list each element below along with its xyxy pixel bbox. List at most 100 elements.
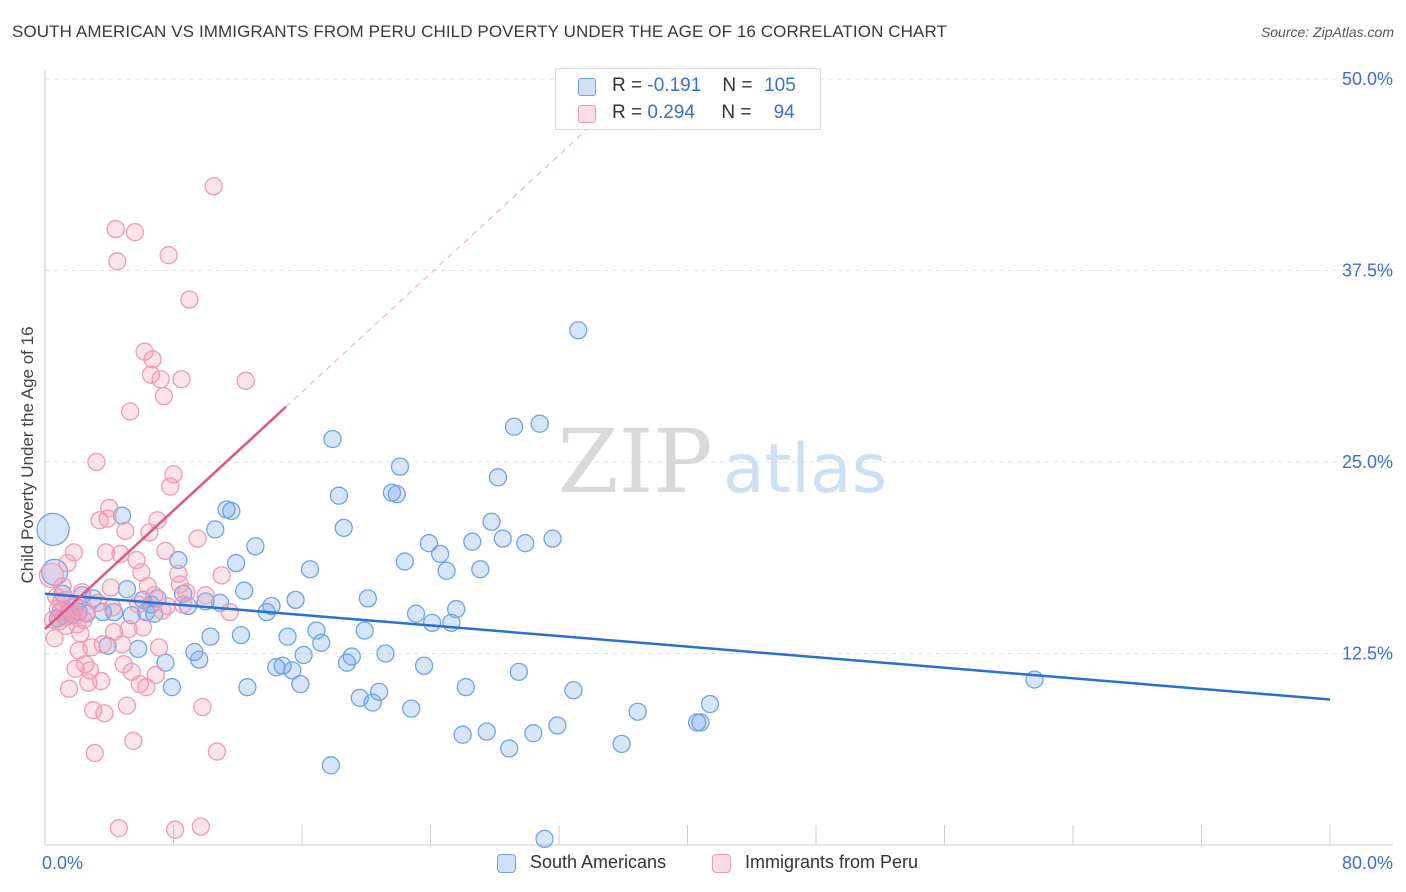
point-south-americans (363, 693, 382, 712)
point-south-americans (238, 678, 257, 697)
point-south-americans (504, 417, 524, 436)
point-immigrants-from-peru (148, 511, 167, 530)
point-immigrants-from-peru (103, 598, 122, 617)
point-immigrants-from-peru (82, 638, 101, 657)
point-immigrants-from-peru (116, 521, 135, 541)
point-south-americans (500, 739, 519, 758)
point-south-americans (329, 486, 349, 505)
point-south-americans (447, 599, 466, 619)
stats-swatch-south-americans (578, 78, 596, 96)
point-south-americans (122, 606, 141, 625)
point-south-americans (312, 633, 331, 652)
point-south-americans (190, 650, 209, 669)
point-south-americans (471, 560, 490, 579)
point-immigrants-from-peru (196, 586, 215, 605)
point-immigrants-from-peru (138, 576, 157, 596)
point-south-americans (569, 321, 588, 340)
point-immigrants-from-peru (125, 223, 145, 242)
point-south-americans (463, 532, 482, 551)
r-label: R = (612, 102, 643, 123)
point-south-americans (406, 604, 426, 623)
point-immigrants-from-peru (191, 817, 210, 836)
point-immigrants-from-peru (76, 655, 95, 674)
x-tick-label: 0.0% (42, 853, 83, 873)
point-immigrants-from-peru (149, 638, 169, 657)
y-tick-label: 37.5% (1342, 261, 1393, 281)
y-tick-label: 25.0% (1342, 452, 1393, 472)
point-immigrants-from-peru (188, 529, 207, 548)
point-south-americans (691, 713, 710, 732)
stats-swatch-immigrants-from-peru (578, 105, 596, 123)
point-south-americans (387, 485, 406, 504)
point-immigrants-from-peru (80, 661, 100, 680)
n-label: N = (722, 75, 753, 96)
y-tick-label: 12.5% (1342, 644, 1393, 664)
trend-extension-immigrants-from-peru (285, 110, 608, 408)
point-south-americans (156, 653, 175, 672)
grid-lines (45, 78, 1393, 654)
point-immigrants-from-peru (106, 219, 125, 239)
point-south-americans (422, 613, 442, 633)
point-south-americans (453, 725, 472, 744)
point-immigrants-from-peru (96, 543, 116, 562)
point-south-americans (390, 457, 410, 476)
point-south-americans (488, 468, 508, 487)
point-south-americans (321, 756, 341, 775)
point-immigrants-from-peru (119, 619, 138, 639)
point-immigrants-from-peru (204, 177, 223, 196)
point-south-americans (235, 581, 254, 600)
legend-label-south-americans: South Americans (530, 852, 667, 872)
point-south-americans (548, 716, 567, 735)
point-south-americans (402, 699, 421, 718)
point-south-americans (169, 550, 188, 570)
point-immigrants-from-peru (67, 615, 87, 634)
n-value: 94 (773, 102, 795, 123)
point-south-americans (201, 627, 220, 646)
point-south-americans (564, 681, 583, 700)
point-immigrants-from-peru (143, 350, 162, 369)
trend-lines (44, 110, 1331, 701)
trend-line-south-americans (44, 592, 1331, 701)
point-immigrants-from-peru (177, 583, 196, 602)
point-immigrants-from-peru (154, 386, 174, 406)
point-immigrants-from-peru (180, 290, 199, 309)
point-south-americans (376, 644, 395, 663)
point-south-americans (477, 722, 496, 741)
point-immigrants-from-peru (212, 566, 231, 585)
trend-line-immigrants-from-peru (44, 405, 287, 630)
point-immigrants-from-peru (146, 665, 165, 685)
point-south-americans (509, 662, 528, 682)
point-south-americans (700, 694, 720, 714)
data-points (36, 177, 1044, 849)
point-immigrants-from-peru (59, 679, 79, 698)
source-label: Source: ZipAtlas.com (1260, 24, 1394, 40)
watermark-zip: ZIP (557, 410, 712, 513)
point-immigrants-from-peru (172, 370, 191, 389)
tick-labels: 12.5% 25.0% 37.5% 50.0% 0.0% 80.0% (42, 69, 1393, 873)
point-south-americans (430, 544, 450, 564)
point-south-americans (273, 656, 292, 675)
point-immigrants-from-peru (111, 544, 130, 564)
point-south-americans (262, 596, 281, 616)
n-value: 105 (764, 75, 796, 96)
point-south-americans (278, 627, 297, 646)
point-south-americans (516, 534, 535, 553)
y-tick-label: 50.0% (1342, 69, 1393, 89)
point-south-americans (419, 534, 439, 553)
chart-title: SOUTH AMERICAN VS IMMIGRANTS FROM PERU C… (12, 22, 948, 41)
point-south-americans (300, 560, 320, 579)
legend-swatch-south-americans (497, 854, 516, 873)
point-south-americans (535, 829, 554, 849)
point-immigrants-from-peru (87, 452, 106, 472)
n-label: N = (721, 102, 752, 123)
point-south-americans (612, 734, 631, 754)
point-immigrants-from-peru (45, 629, 64, 648)
point-immigrants-from-peru (85, 743, 104, 763)
point-immigrants-from-peru (120, 402, 140, 421)
y-axis-label: Child Poverty Under the Age of 16 (18, 326, 37, 584)
point-south-americans (358, 589, 378, 608)
point-immigrants-from-peru (101, 578, 121, 597)
point-south-americans (246, 537, 265, 556)
point-south-americans (414, 656, 434, 675)
